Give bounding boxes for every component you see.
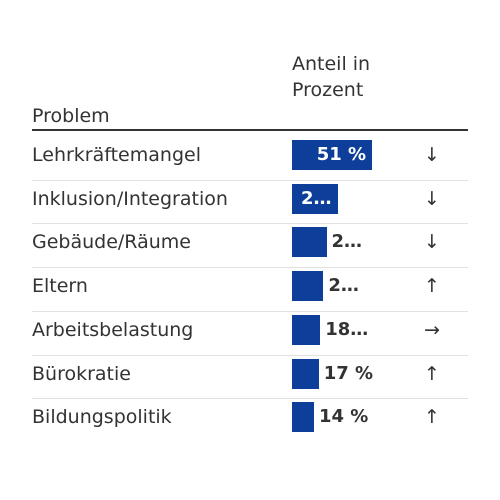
bar <box>292 271 324 302</box>
bar <box>292 314 321 345</box>
bar <box>292 140 373 170</box>
trend-arrow: ↑ <box>424 406 440 429</box>
row-separator <box>32 223 468 225</box>
category-label: Bürokratie <box>32 362 131 385</box>
column-header: Problem <box>32 105 110 127</box>
value-label: 17 % <box>323 362 374 384</box>
value-label: 2… <box>331 231 363 253</box>
category-label: Gebäude/Räume <box>32 231 191 254</box>
row-separator <box>32 354 468 356</box>
value-label: 2… <box>328 275 359 297</box>
column-header: Anteil in Prozent <box>292 53 371 101</box>
trend-arrow: → <box>424 318 440 341</box>
row-separator <box>32 267 468 269</box>
header-rule <box>32 129 468 131</box>
category-label: Lehrkräftemangel <box>32 144 201 166</box>
value-label: 18… <box>325 318 369 340</box>
trend-arrow: ↑ <box>424 362 440 385</box>
category-label: Arbeitsbelastung <box>32 318 194 341</box>
row-separator <box>32 179 468 181</box>
trend-arrow: ↓ <box>424 187 440 210</box>
value-label: 2… <box>300 187 332 209</box>
bar <box>292 183 338 214</box>
value-label: 51 % <box>316 144 367 165</box>
bar <box>292 402 314 433</box>
category-label: Bildungspolitik <box>32 406 172 429</box>
bar <box>292 227 327 258</box>
row-separator <box>32 310 468 312</box>
value-label: 14 % <box>318 406 369 428</box>
bar <box>292 358 319 389</box>
trend-arrow: ↓ <box>424 144 440 166</box>
trend-arrow: ↑ <box>424 275 440 298</box>
category-label: Eltern <box>32 275 88 298</box>
row-separator <box>32 398 468 400</box>
trend-arrow: ↓ <box>424 231 440 254</box>
category-label: Inklusion/Integration <box>32 187 228 210</box>
